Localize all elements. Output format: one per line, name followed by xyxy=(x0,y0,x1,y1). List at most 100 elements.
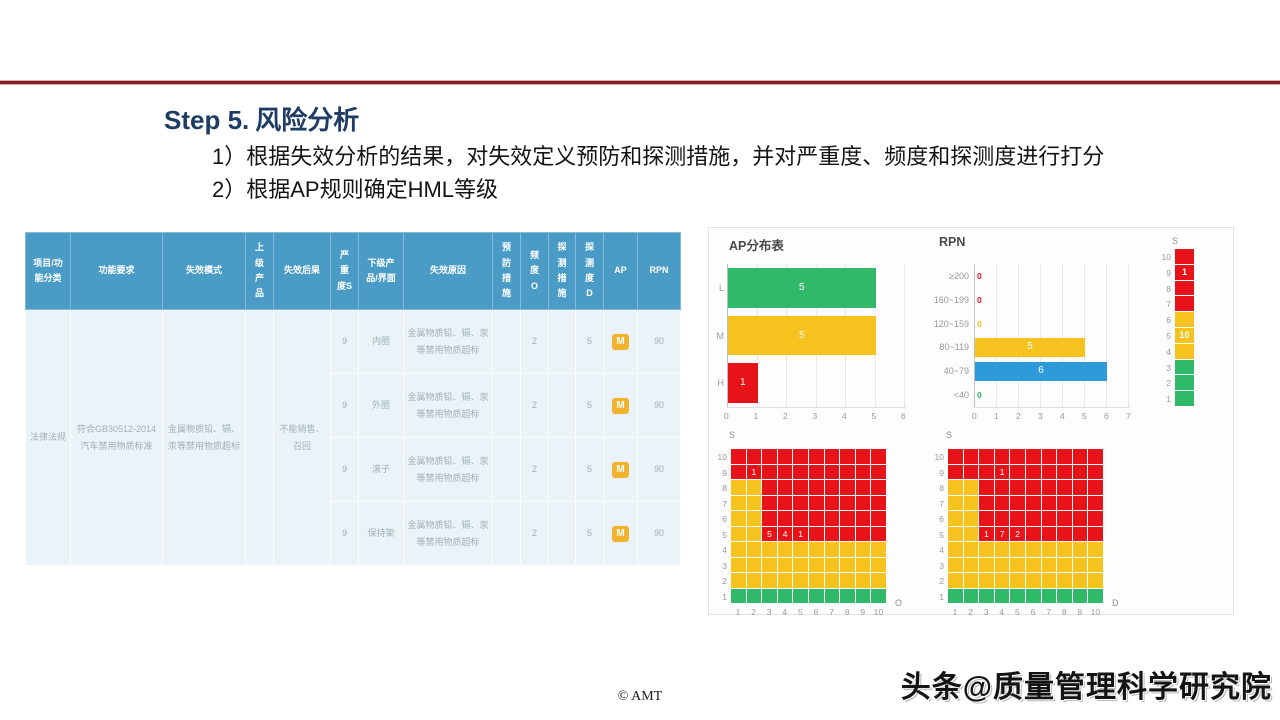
heatmap-cell xyxy=(1025,464,1041,479)
heatmap-cell xyxy=(979,542,994,557)
fmea-cell-detection-action xyxy=(548,309,576,374)
heatmap-y-tick: 7 xyxy=(939,498,944,509)
heatmap-cell xyxy=(1072,464,1088,479)
rpn-gridline xyxy=(1040,264,1041,407)
heatmap-y-tick: 5 xyxy=(939,529,944,540)
fmea-cell-lower-product: 滚子 xyxy=(358,437,404,502)
heatmap-cell xyxy=(777,542,793,557)
page-title: Step 5. 风险分析 xyxy=(164,100,359,137)
heatmap-cell xyxy=(762,542,777,557)
heatmap-cell xyxy=(855,557,871,572)
heatmap-x-tick: 7 xyxy=(829,607,834,617)
s-o-heatmap-xlabel: O xyxy=(895,598,903,608)
heatmap-cell xyxy=(1010,588,1025,603)
s-scale-tick: 6 xyxy=(1166,315,1171,326)
heatmap-cell xyxy=(871,480,886,495)
heatmap-cell xyxy=(979,480,994,495)
heatmap-cell xyxy=(1057,495,1072,510)
heatmap-cell xyxy=(963,480,979,495)
heatmap-x-tick: 4 xyxy=(999,607,1005,617)
heatmap-cell xyxy=(793,480,808,495)
ap-chart-title: AP分布表 xyxy=(729,239,784,253)
ap-bar-value: 5 xyxy=(798,329,805,341)
heatmap-cell xyxy=(871,573,886,588)
heatmap-cell xyxy=(1041,573,1057,588)
heatmap-y-tick: 9 xyxy=(939,467,944,478)
ap-bar-value: 5 xyxy=(798,281,805,293)
fmea-cell-lower-product: 内圈 xyxy=(358,309,404,374)
ap-x-tick: 3 xyxy=(812,411,818,421)
heatmap-cell xyxy=(731,557,746,572)
fmea-cell-rpn: 90 xyxy=(637,501,681,566)
fmea-cell-category: 法律法规 xyxy=(25,309,71,566)
heatmap-cell xyxy=(979,573,994,588)
fmea-cell-detection: 5 xyxy=(575,309,604,374)
heatmap-cell xyxy=(777,511,793,526)
heatmap-cell xyxy=(840,573,855,588)
heatmap-cell xyxy=(731,511,746,526)
heatmap-cell xyxy=(1088,495,1103,510)
heatmap-cell xyxy=(1010,495,1025,510)
heatmap-cell xyxy=(824,495,840,510)
fmea-table-container: 项目/功能分类 功能要求 失效模式 上级产品 失效后果 严重度S 下级产品/界面 失效原因 预防… xyxy=(25,232,681,566)
heatmap-cell xyxy=(762,495,777,510)
fmea-cell-occurrence: 2 xyxy=(520,373,549,438)
heatmap-y-tick: 7 xyxy=(722,498,727,509)
fmea-table-body: 法律法规 符合GB30512-2014汽车禁用物质标准 金属物质铅、镉、汞等禁用物质… xyxy=(25,309,681,566)
rpn-bar xyxy=(975,338,1085,357)
s-scale-cell xyxy=(1175,312,1194,327)
heatmap-cell xyxy=(1025,511,1041,526)
rpn-category-label: 160~199 xyxy=(933,294,969,305)
rpn-x-tick: 5 xyxy=(1082,411,1087,421)
heatmap-cell xyxy=(762,464,777,479)
heatmap-cell xyxy=(948,588,963,603)
heatmap-cell xyxy=(1072,588,1088,603)
fmea-header-cell: 失效后果 xyxy=(273,232,331,310)
heatmap-cell xyxy=(731,495,746,510)
heatmap-cell xyxy=(746,588,762,603)
heatmap-cell xyxy=(994,495,1010,510)
heatmap-cell xyxy=(855,542,871,557)
fmea-header-row: 项目/功能分类 功能要求 失效模式 上级产品 失效后果 严重度S 下级产品/界面 失效原因 预防… xyxy=(25,232,681,310)
heatmap-cell xyxy=(871,557,886,572)
heatmap-cell xyxy=(994,480,1010,495)
rpn-x-tick: 3 xyxy=(1038,411,1043,421)
heatmap-y-tick: 6 xyxy=(722,514,727,524)
heatmap-cell xyxy=(1010,511,1025,526)
heatmap-x-tick: 4 xyxy=(782,607,788,617)
bullet-item-1: 1）根据失效分析的结果，对失效定义预防和探测措施，并对严重度、频度和探测度进行打… xyxy=(212,144,1105,169)
heatmap-x-tick: 5 xyxy=(1015,607,1020,617)
heatmap-cell xyxy=(979,449,994,464)
heatmap-cell xyxy=(1041,480,1057,495)
heatmap-y-tick: 1 xyxy=(722,591,727,602)
heatmap-cell xyxy=(1057,588,1072,603)
heatmap-x-tick: 2 xyxy=(968,607,973,617)
rpn-x-axis xyxy=(974,407,1130,408)
heatmap-cell xyxy=(1072,526,1088,541)
fmea-cell-cause: 金属物质铅、镉、汞等禁用物质超标 xyxy=(403,437,493,502)
ap-bar xyxy=(728,268,876,308)
heatmap-cell xyxy=(855,449,871,464)
ap-badge: M xyxy=(612,334,629,350)
heatmap-cell xyxy=(840,449,855,464)
heatmap-cell xyxy=(777,480,793,495)
fmea-table-row: 9 外圈 金属物质铅、镉、汞等禁用物质超标 2 5 M 90 xyxy=(26,373,681,438)
heatmap-cell xyxy=(824,573,840,588)
heatmap-y-tick: 8 xyxy=(722,483,727,493)
ap-category-label: M xyxy=(716,330,725,341)
heatmap-cell xyxy=(871,449,886,464)
rpn-zero-value: 0 xyxy=(977,294,982,305)
heatmap-cell xyxy=(994,449,1010,464)
heatmap-cell xyxy=(1010,449,1025,464)
fmea-header-cell: 上级产品 xyxy=(245,232,274,310)
fmea-cell-prevention xyxy=(492,373,521,438)
fmea-cell-detection-action xyxy=(548,501,576,566)
fmea-cell-cause: 金属物质铅、镉、汞等禁用物质超标 xyxy=(403,501,493,566)
heatmap-cell xyxy=(1057,526,1072,541)
heatmap-x-tick: 9 xyxy=(1077,607,1083,617)
heatmap-cell xyxy=(731,480,746,495)
heatmap-cell xyxy=(808,449,824,464)
heatmap-cell xyxy=(824,449,840,464)
heatmap-y-tick: 10 xyxy=(934,452,944,462)
